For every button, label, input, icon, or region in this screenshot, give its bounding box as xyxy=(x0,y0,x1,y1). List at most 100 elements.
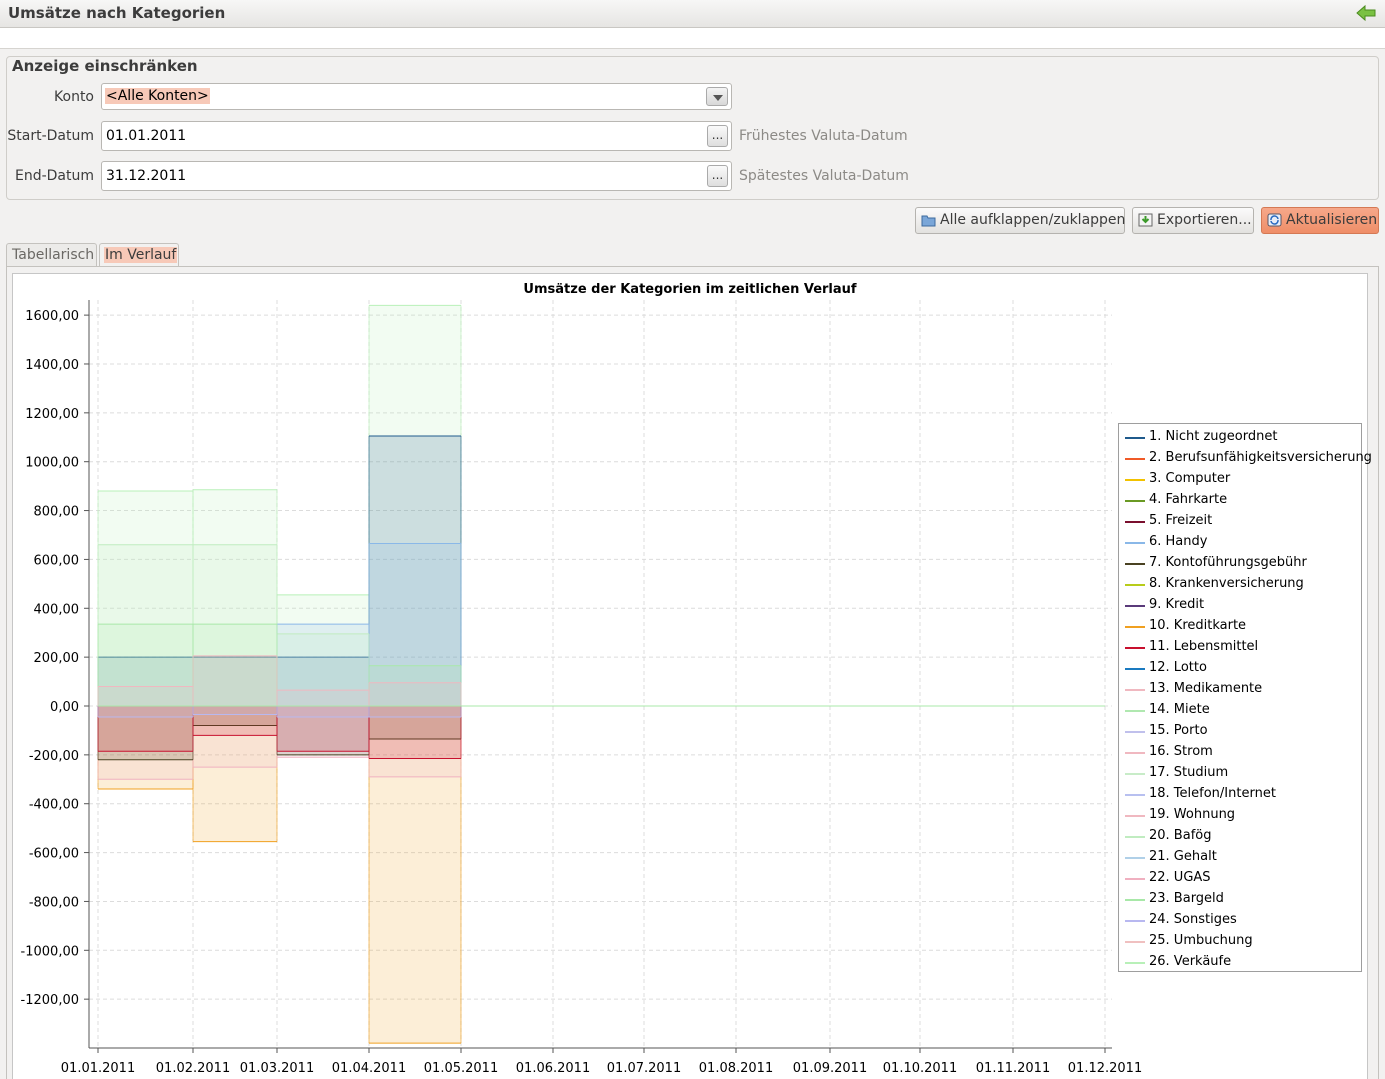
area-segment xyxy=(193,544,277,706)
legend-item: 25. Umbuchung xyxy=(1123,932,1359,953)
end-date-field[interactable]: 31.12.2011 ... xyxy=(101,161,732,191)
legend-item: 19. Wohnung xyxy=(1123,806,1359,827)
area-segment xyxy=(369,706,461,739)
y-tick-label: 1200,00 xyxy=(25,407,79,422)
konto-select[interactable]: <Alle Konten> xyxy=(101,83,732,110)
legend-swatch xyxy=(1125,857,1145,859)
chart-legend: 1. Nicht zugeordnet 2. Berufsunfähigkeits… xyxy=(1118,423,1372,974)
legend-item: 26. Verkäufe xyxy=(1123,953,1359,974)
legend-item: 24. Sonstiges xyxy=(1123,911,1359,932)
legend-swatch xyxy=(1125,500,1145,502)
y-tick-label: -1000,00 xyxy=(21,944,79,959)
area-segment xyxy=(193,706,277,736)
legend-swatch xyxy=(1125,710,1145,712)
legend-label: 14. Miete xyxy=(1149,702,1210,717)
x-tick-label: 01.08.2011 xyxy=(699,1061,773,1076)
expand-collapse-button[interactable]: Alle aufklappen/zuklappen xyxy=(915,207,1125,234)
y-tick-label: 0,00 xyxy=(50,700,79,715)
area-segment xyxy=(277,706,369,755)
legend-item: 7. Kontoführungsgebühr xyxy=(1123,554,1359,575)
legend-label: 6. Handy xyxy=(1149,534,1208,549)
legend-label: 18. Telefon/Internet xyxy=(1149,786,1276,801)
area-segment xyxy=(193,624,277,706)
x-tick-label: 01.09.2011 xyxy=(793,1061,867,1076)
export-label: Exportieren... xyxy=(1157,212,1252,228)
area-segment xyxy=(277,706,369,752)
tab-im-verlauf[interactable]: Im Verlauf xyxy=(99,243,179,267)
refresh-icon xyxy=(1267,213,1282,227)
x-tick-label: 01.02.2011 xyxy=(156,1061,230,1076)
legend-label: 24. Sonstiges xyxy=(1149,912,1237,927)
green-arrow-left-icon[interactable] xyxy=(1355,3,1377,23)
area-segment xyxy=(98,706,193,790)
x-tick-label: 01.03.2011 xyxy=(240,1061,314,1076)
area-segment xyxy=(369,665,461,706)
y-tick-label: -600,00 xyxy=(29,847,79,862)
area-segment xyxy=(277,706,369,717)
legend-item: 3. Computer xyxy=(1123,470,1359,491)
legend-item: 16. Strom xyxy=(1123,743,1359,764)
start-date-field[interactable]: 01.01.2011 ... xyxy=(101,121,732,151)
export-button[interactable]: Exportieren... xyxy=(1132,207,1254,234)
tab-tabellarisch-label: Tabellarisch xyxy=(12,247,95,263)
start-date-picker-button[interactable]: ... xyxy=(707,125,728,147)
window-titlebar: Umsätze nach Kategorien xyxy=(0,0,1385,28)
chevron-down-icon[interactable] xyxy=(706,87,728,106)
legend-swatch xyxy=(1125,626,1145,628)
area-segment xyxy=(369,436,461,706)
area-segment xyxy=(193,706,277,768)
start-date-label: Start-Datum xyxy=(7,128,94,144)
legend-item: 21. Gehalt xyxy=(1123,848,1359,869)
legend-swatch xyxy=(1125,920,1145,922)
y-tick-label: 1000,00 xyxy=(25,456,79,471)
expand-collapse-label: Alle aufklappen/zuklappen xyxy=(940,212,1126,228)
window-title: Umsätze nach Kategorien xyxy=(8,4,226,22)
area-segment xyxy=(98,491,193,706)
area-segment xyxy=(369,682,461,706)
area-segment xyxy=(193,489,277,706)
x-tick-label: 01.10.2011 xyxy=(883,1061,957,1076)
area-segment xyxy=(369,305,461,706)
konto-select-value: <Alle Konten> xyxy=(105,88,210,104)
y-tick-label: -200,00 xyxy=(29,749,79,764)
legend-swatch xyxy=(1125,815,1145,817)
refresh-button[interactable]: Aktualisieren xyxy=(1261,207,1379,234)
area-segment xyxy=(277,624,369,706)
legend-label: 12. Lotto xyxy=(1149,660,1207,675)
legend-item: 12. Lotto xyxy=(1123,659,1359,680)
legend-label: 25. Umbuchung xyxy=(1149,933,1253,948)
area-segment xyxy=(277,690,369,706)
legend-label: 22. UGAS xyxy=(1149,870,1211,885)
legend-label: 3. Computer xyxy=(1149,471,1231,486)
area-segment xyxy=(193,655,277,706)
legend-swatch xyxy=(1125,458,1145,460)
legend-item: 1. Nicht zugeordnet xyxy=(1123,428,1359,449)
legend-item: 5. Freizeit xyxy=(1123,512,1359,533)
legend-swatch xyxy=(1125,542,1145,544)
tab-tabellarisch[interactable]: Tabellarisch xyxy=(6,243,97,267)
end-date-label: End-Datum xyxy=(14,168,94,184)
area-segment xyxy=(277,594,369,706)
end-date-picker-button[interactable]: ... xyxy=(707,165,728,187)
area-segment xyxy=(277,633,369,706)
legend-swatch xyxy=(1125,899,1145,901)
legend-swatch xyxy=(1125,794,1145,796)
folder-icon xyxy=(921,215,936,227)
legend-swatch xyxy=(1125,752,1145,754)
legend-label: 4. Fahrkarte xyxy=(1149,492,1228,507)
legend-item: 15. Porto xyxy=(1123,722,1359,743)
end-date-hint: Spätestes Valuta-Datum xyxy=(739,168,909,184)
legend-label: 9. Kredit xyxy=(1149,597,1205,612)
legend-label: 16. Strom xyxy=(1149,744,1213,759)
legend-swatch xyxy=(1125,521,1145,523)
legend-swatch xyxy=(1125,668,1145,670)
legend-label: 20. Bafög xyxy=(1149,828,1212,843)
header-spacer xyxy=(0,28,1385,49)
area-segment xyxy=(369,543,461,706)
legend-label: 26. Verkäufe xyxy=(1149,954,1232,969)
y-tick-label: 1600,00 xyxy=(25,309,79,324)
legend-label: 2. Berufsunfähigkeitsversicherung xyxy=(1149,450,1372,465)
area-segment xyxy=(98,706,193,780)
area-segment xyxy=(369,706,461,759)
